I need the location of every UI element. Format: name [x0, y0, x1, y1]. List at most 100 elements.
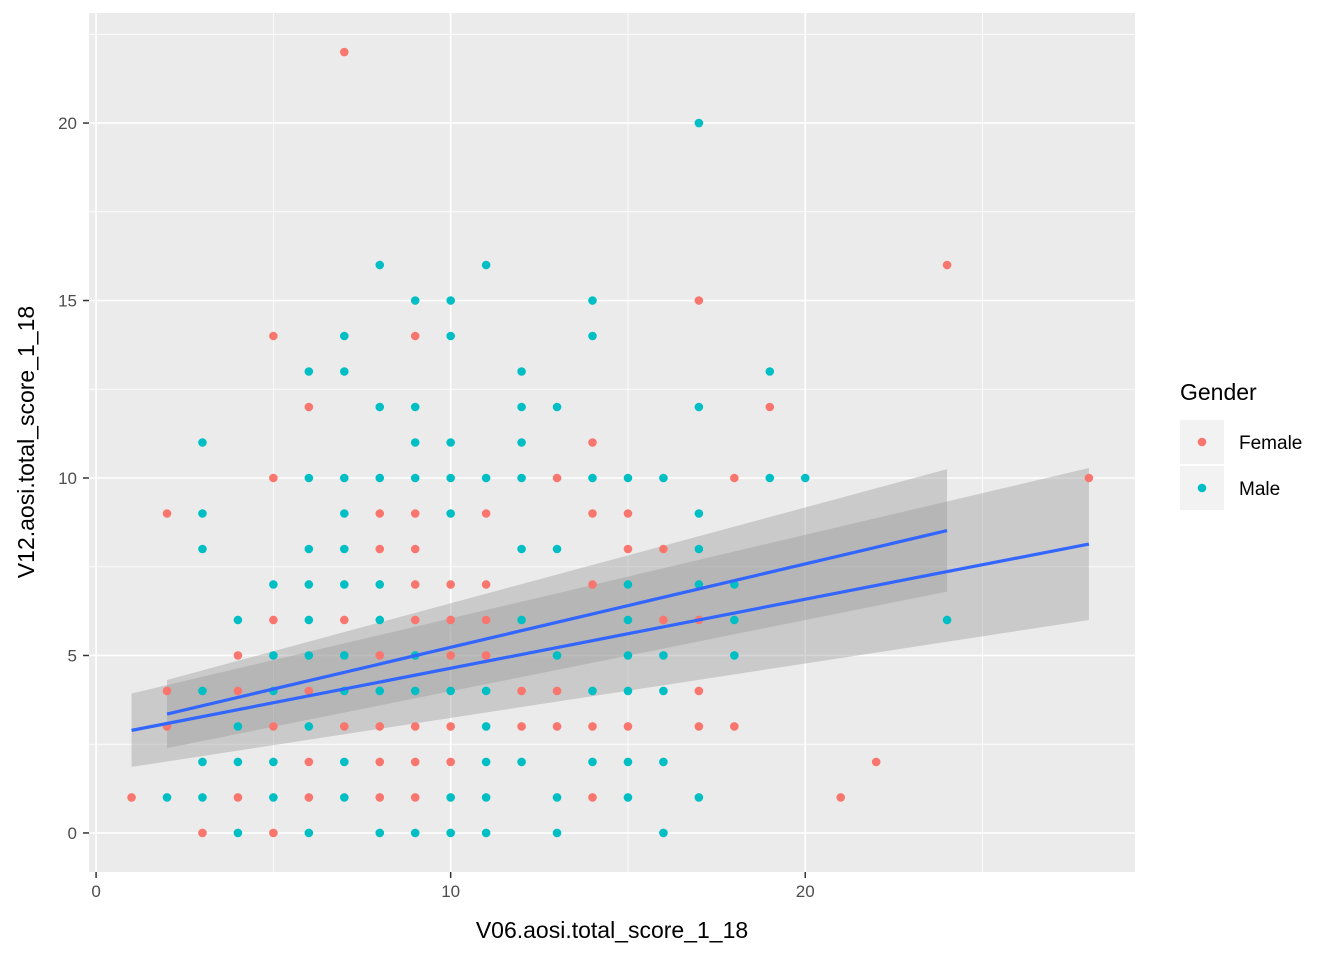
point-male — [659, 828, 668, 838]
point-male — [481, 793, 491, 802]
point-male — [765, 367, 775, 376]
point-male — [517, 473, 526, 483]
point-male — [339, 509, 349, 518]
point-male — [552, 544, 562, 554]
point-female — [375, 757, 385, 767]
point-male — [410, 828, 420, 838]
point-male — [517, 402, 526, 412]
point-female — [339, 47, 349, 57]
x-tick-label: 20 — [796, 882, 815, 901]
point-male — [304, 615, 314, 625]
legend: Gender Female Male — [1180, 379, 1302, 510]
point-male — [410, 402, 420, 412]
point-male — [481, 686, 491, 696]
point-female — [410, 509, 420, 518]
point-male — [269, 793, 278, 802]
point-female — [339, 722, 349, 731]
point-female — [304, 793, 314, 802]
point-male — [410, 296, 420, 305]
point-female — [694, 296, 704, 305]
point-male — [339, 651, 349, 660]
point-male — [623, 580, 633, 589]
point-male — [694, 118, 704, 128]
point-male — [623, 615, 633, 625]
point-female — [410, 722, 420, 731]
point-female — [127, 793, 136, 802]
point-male — [659, 757, 668, 767]
point-male — [339, 757, 349, 767]
point-female — [942, 260, 952, 270]
point-male — [233, 615, 243, 625]
fit-line-male — [166, 528, 948, 716]
point-male — [304, 473, 314, 483]
point-male — [198, 509, 207, 518]
point-male — [800, 473, 810, 483]
point-female — [410, 615, 420, 625]
point-male — [446, 828, 455, 838]
point-male — [481, 473, 491, 483]
point-female — [162, 509, 172, 518]
point-male — [304, 367, 314, 376]
point-female — [588, 580, 597, 589]
point-male — [198, 793, 207, 802]
point-female — [517, 722, 526, 731]
point-female — [410, 331, 420, 341]
point-male — [410, 686, 420, 696]
point-male — [694, 544, 704, 554]
point-male — [942, 615, 952, 625]
point-female — [233, 651, 243, 660]
point-female — [269, 722, 278, 731]
point-male — [659, 651, 668, 660]
point-female — [162, 686, 172, 696]
point-male — [446, 686, 455, 696]
point-male — [659, 686, 668, 696]
point-female — [481, 615, 491, 625]
point-female — [304, 686, 314, 696]
point-male — [481, 260, 491, 270]
point-male — [304, 580, 314, 589]
plot-panel — [89, 13, 1135, 872]
point-male — [588, 686, 597, 696]
point-female — [694, 722, 704, 731]
point-female — [410, 793, 420, 802]
point-male — [162, 793, 172, 802]
legend-keys: Female Male — [1180, 420, 1302, 510]
regression-lines — [131, 528, 1090, 732]
point-male — [623, 793, 633, 802]
point-male — [269, 651, 278, 660]
x-tick-label: 0 — [91, 882, 100, 901]
y-axis: 0 5 10 15 20 — [58, 114, 89, 843]
point-male — [517, 438, 526, 447]
point-female — [269, 473, 278, 483]
point-female — [375, 793, 385, 802]
point-male — [446, 438, 455, 447]
point-female — [623, 722, 633, 731]
point-female — [552, 686, 562, 696]
point-female — [481, 651, 491, 660]
point-male — [588, 757, 597, 767]
point-male — [730, 651, 739, 660]
point-male — [623, 686, 633, 696]
point-male — [304, 651, 314, 660]
x-tick-label: 10 — [441, 882, 460, 901]
point-female — [233, 793, 243, 802]
point-male — [233, 757, 243, 767]
point-female — [623, 509, 633, 518]
point-male — [198, 544, 207, 554]
fit-line-female — [131, 542, 1090, 732]
point-male — [339, 473, 349, 483]
point-female — [588, 793, 597, 802]
point-male — [269, 580, 278, 589]
legend-key-male — [1197, 483, 1207, 493]
point-male — [517, 615, 526, 625]
point-male — [339, 331, 349, 341]
y-tick-label: 15 — [58, 292, 77, 311]
point-female — [198, 828, 207, 838]
point-male — [304, 828, 314, 838]
legend-key-female — [1197, 437, 1207, 447]
point-female — [304, 402, 314, 412]
point-male — [198, 757, 207, 767]
point-male — [410, 473, 420, 483]
point-male — [269, 757, 278, 767]
